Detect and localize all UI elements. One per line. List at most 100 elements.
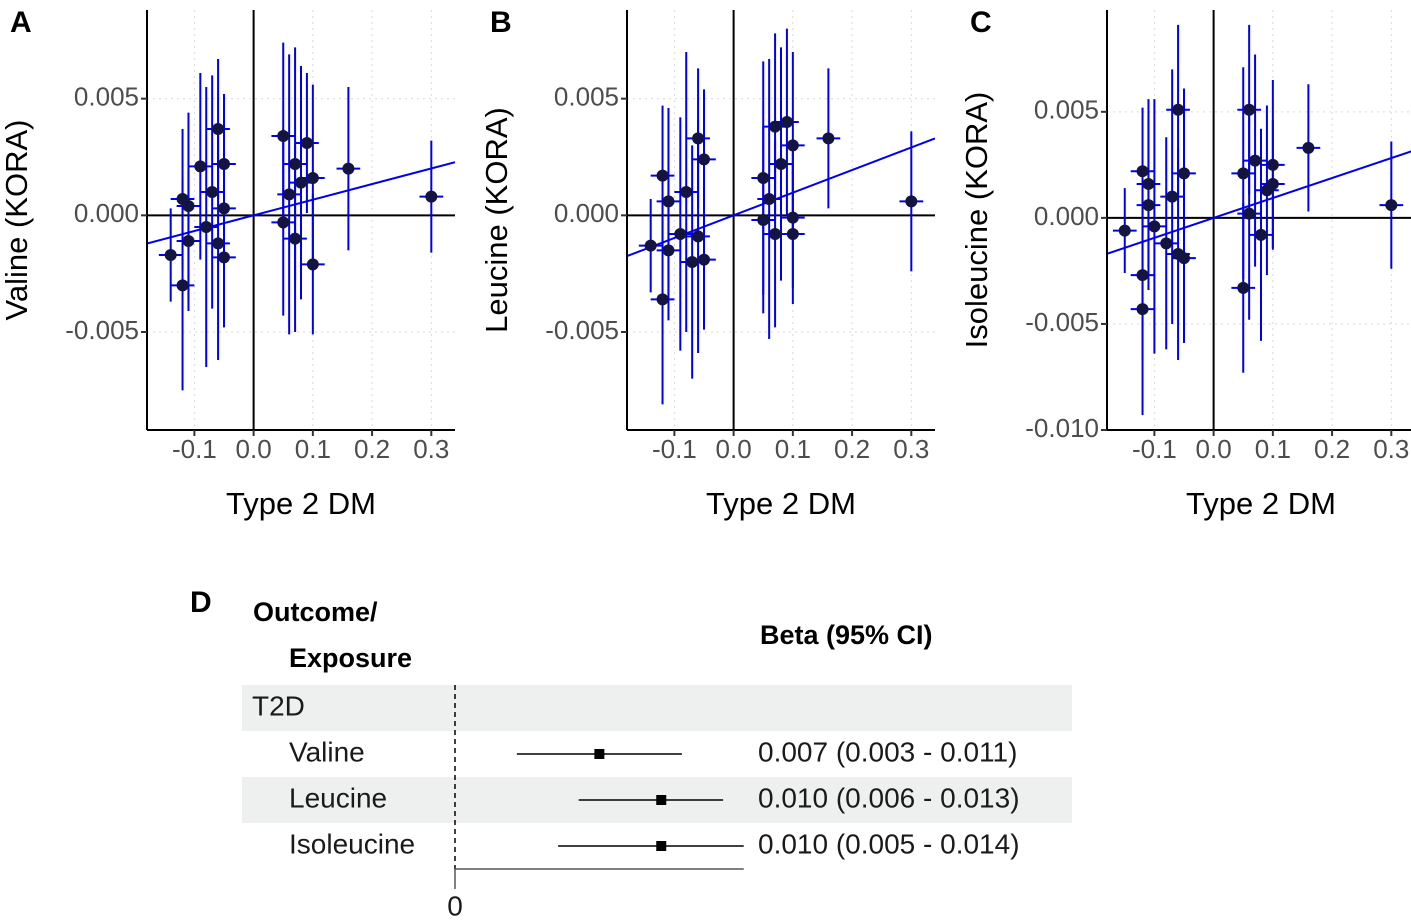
value-label: 0.007 (0.003 - 0.011) xyxy=(758,736,1017,767)
point xyxy=(757,214,770,226)
panel-letter: C xyxy=(970,6,992,39)
point xyxy=(182,235,195,247)
x-tick-label: -0.1 xyxy=(1132,434,1177,464)
point xyxy=(306,172,319,184)
point xyxy=(200,221,213,233)
estimate-header: Beta (95% CI) xyxy=(760,620,933,650)
point xyxy=(218,158,230,170)
point xyxy=(1178,252,1190,265)
point xyxy=(289,158,302,170)
estimate xyxy=(594,749,605,759)
point xyxy=(218,251,230,264)
x-tick-label: 0.2 xyxy=(834,434,870,464)
point xyxy=(1160,237,1173,250)
y-axis-title: Leucine (KORA) xyxy=(479,107,514,333)
point xyxy=(1136,165,1149,178)
panel-letter: A xyxy=(10,6,32,39)
panel-letter: D xyxy=(190,586,212,619)
point xyxy=(206,186,219,198)
point xyxy=(680,186,693,198)
point xyxy=(686,256,699,268)
row-label: Isoleucine xyxy=(289,828,415,859)
point xyxy=(1178,167,1190,180)
estimate xyxy=(656,795,667,805)
point xyxy=(775,158,787,170)
point xyxy=(277,216,290,229)
x-tick-label: 0.3 xyxy=(413,434,449,464)
point xyxy=(786,139,799,152)
y-tick-label: 0.000 xyxy=(74,198,139,228)
fit-line xyxy=(1107,150,1411,255)
point xyxy=(1266,158,1279,171)
plot-area xyxy=(627,10,935,430)
point xyxy=(1302,141,1315,154)
point xyxy=(644,239,657,252)
x-tick-label: 0.0 xyxy=(716,434,752,464)
y-tick-label: -0.010 xyxy=(1025,413,1099,443)
point xyxy=(300,137,313,149)
point xyxy=(342,162,355,175)
row-band xyxy=(242,685,1072,731)
row-label: Leucine xyxy=(289,782,387,813)
point xyxy=(786,211,799,224)
x-axis-title: Type 2 DM xyxy=(706,486,856,521)
y-tick-label: -0.005 xyxy=(545,315,619,345)
point xyxy=(763,193,776,205)
point xyxy=(692,230,705,243)
point xyxy=(786,228,799,240)
x-tick-label: 0.2 xyxy=(354,434,390,464)
point xyxy=(277,130,290,142)
point xyxy=(1142,199,1155,212)
y-tick-label: 0.005 xyxy=(554,82,619,112)
point xyxy=(769,228,782,240)
x-tick-label: -0.1 xyxy=(172,434,217,464)
y-tick-label: -0.005 xyxy=(65,315,139,345)
point xyxy=(662,244,675,257)
point xyxy=(306,258,319,271)
x-tick-label: 0.2 xyxy=(1314,434,1350,464)
plot-area xyxy=(1107,10,1411,430)
header: Exposure xyxy=(289,643,412,673)
point xyxy=(182,200,195,212)
point xyxy=(822,132,835,145)
point xyxy=(283,188,296,201)
point xyxy=(212,237,225,250)
point xyxy=(662,195,675,208)
point xyxy=(295,176,307,189)
point xyxy=(218,202,230,215)
point xyxy=(780,116,793,128)
header: Outcome/ xyxy=(253,597,378,627)
point xyxy=(905,195,918,208)
point xyxy=(1237,281,1250,294)
point xyxy=(1118,224,1131,237)
y-tick-label: -0.005 xyxy=(1025,307,1099,337)
y-tick-label: 0.000 xyxy=(1034,201,1099,231)
point xyxy=(1237,167,1250,180)
fit-line xyxy=(147,161,455,245)
point xyxy=(698,253,710,266)
point xyxy=(1148,220,1161,233)
x-tick-label: 0.1 xyxy=(1255,434,1291,464)
point xyxy=(1249,154,1262,167)
plot-area xyxy=(147,10,455,430)
point xyxy=(194,160,207,173)
point xyxy=(176,279,189,292)
point xyxy=(164,249,177,261)
x-tick-label: 0 xyxy=(447,890,463,921)
x-tick-label: 0.0 xyxy=(236,434,272,464)
value-label: 0.010 (0.005 - 0.014) xyxy=(758,828,1020,859)
x-tick-label: 0.1 xyxy=(775,434,811,464)
y-tick-label: 0.005 xyxy=(74,82,139,112)
y-axis-title: Valine (KORA) xyxy=(0,120,34,321)
point xyxy=(425,190,438,203)
point xyxy=(769,120,782,133)
estimate xyxy=(656,841,667,851)
point xyxy=(692,132,705,145)
y-tick-label: 0.000 xyxy=(554,198,619,228)
value-label: 0.010 (0.006 - 0.013) xyxy=(758,782,1020,813)
point xyxy=(674,228,687,240)
point xyxy=(1136,269,1149,282)
point xyxy=(1142,177,1155,190)
x-tick-label: 0.3 xyxy=(893,434,929,464)
